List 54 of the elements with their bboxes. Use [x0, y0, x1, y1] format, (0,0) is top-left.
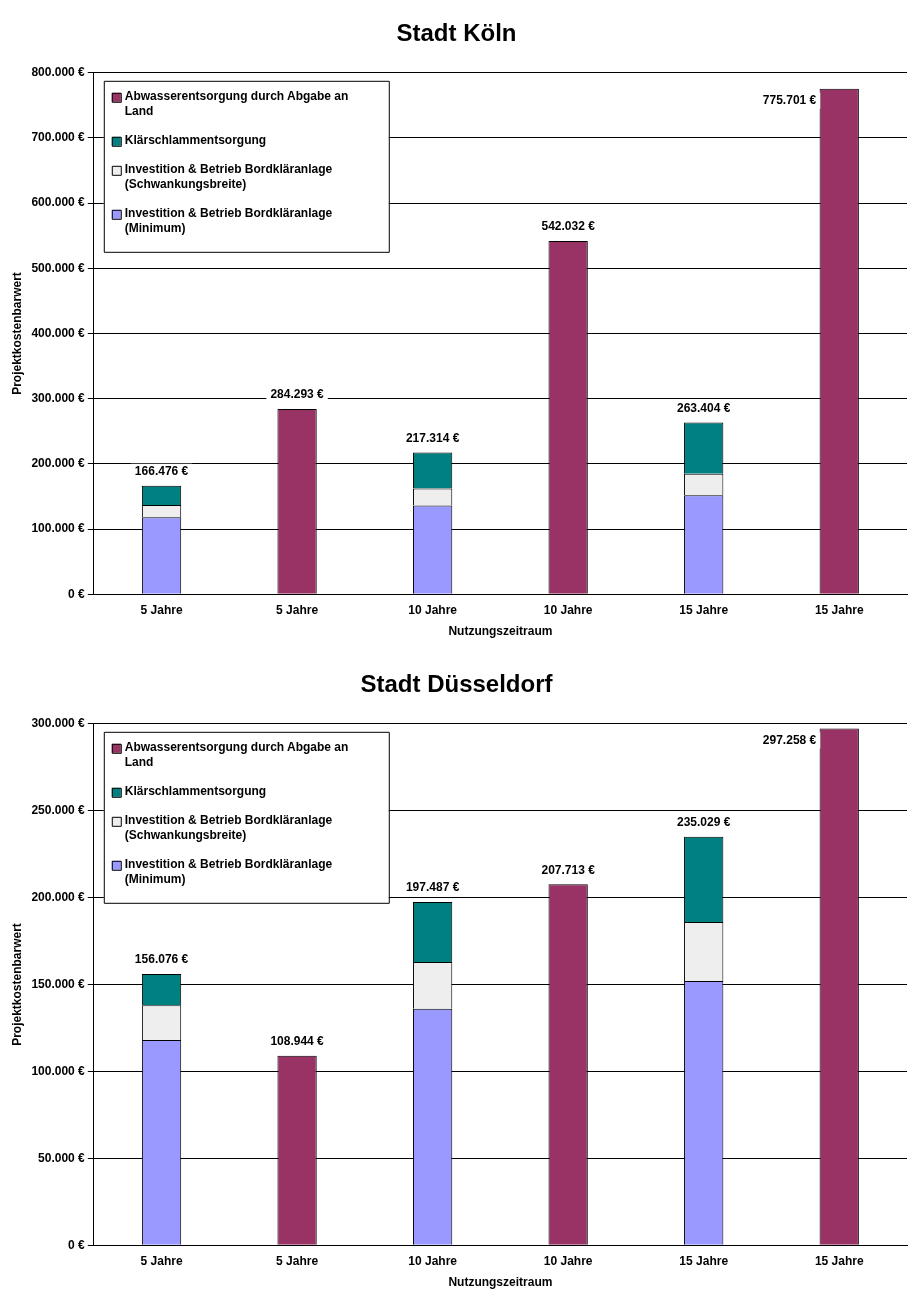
y-tick-label: 600.000 €: [31, 195, 86, 210]
y-tick-label: 800.000 €: [31, 65, 86, 80]
y-tick-label: 200.000 €: [31, 889, 86, 904]
y-tick-label: 150.000 €: [31, 976, 86, 991]
x-tick-label: 5 Jahre: [140, 1253, 183, 1268]
total-label: 217.314 €: [405, 430, 460, 445]
x-tick-label: 10 Jahre: [408, 1253, 458, 1268]
chart-title: Stadt Düsseldorf: [360, 670, 554, 698]
x-tick-label: 15 Jahre: [679, 1253, 729, 1268]
x-tick-label: 10 Jahre: [543, 1253, 593, 1268]
total-label: 235.029 €: [677, 815, 731, 830]
x-tick-label: 5 Jahre: [276, 1253, 319, 1268]
x-tick-label: 15 Jahre: [814, 1253, 864, 1268]
x-tick-label: 10 Jahre: [408, 602, 458, 617]
y-tick-label: 0 €: [68, 1237, 86, 1252]
y-tick-label: 250.000 €: [31, 803, 86, 818]
total-label: 297.258 €: [762, 732, 817, 747]
total-label: 108.944 €: [270, 1034, 325, 1049]
y-tick-label: 50.000 €: [38, 1150, 86, 1165]
y-tick-label: 0 €: [68, 586, 86, 601]
y-tick-label: 100.000 €: [31, 521, 86, 536]
total-label: 166.476 €: [134, 464, 189, 479]
total-label: 284.293 €: [270, 387, 325, 402]
total-label: 207.713 €: [541, 862, 596, 877]
legend-label: Abwasserentsorgung durch Abgabe an Land: [124, 89, 349, 119]
total-label: 197.487 €: [405, 880, 460, 895]
total-label: 542.032 €: [541, 219, 596, 234]
y-tick-label: 300.000 €: [31, 390, 86, 405]
x-tick-label: 10 Jahre: [543, 602, 593, 617]
y-tick-label: 100.000 €: [31, 1063, 86, 1078]
chart-title: Stadt Köln: [396, 19, 517, 47]
legend-label: Investition & Betrieb Bordkläranlage (Schwankungsbreite): [124, 813, 333, 843]
x-tick-label: 5 Jahre: [140, 602, 183, 617]
total-label: 156.076 €: [134, 952, 189, 967]
y-tick-label: 300.000 €: [31, 716, 86, 731]
legend-label: Klärschlammentsorgung: [124, 133, 267, 148]
y-axis-title: Projektkostenbarwert: [9, 923, 24, 1046]
legend-label: Klärschlammentsorgung: [124, 784, 267, 799]
x-tick-label: 15 Jahre: [679, 602, 729, 617]
legend-label: Investition & Betrieb Bordkläranlage (Minimum): [124, 857, 333, 887]
y-tick-label: 200.000 €: [31, 456, 86, 471]
legend-label: Investition & Betrieb Bordkläranlage (Schwankungsbreite): [124, 162, 333, 192]
x-axis-title: Nutzungszeitraum: [448, 624, 553, 639]
y-tick-label: 400.000 €: [31, 325, 86, 340]
x-tick-label: 15 Jahre: [814, 602, 864, 617]
total-label: 263.404 €: [677, 400, 731, 415]
legend-label: Investition & Betrieb Bordkläranlage (Minimum): [124, 206, 333, 236]
y-axis-title: Projektkostenbarwert: [9, 272, 24, 395]
total-label: 775.701 €: [762, 92, 817, 107]
y-tick-label: 500.000 €: [31, 260, 86, 275]
x-tick-label: 5 Jahre: [276, 602, 319, 617]
legend-label: Abwasserentsorgung durch Abgabe an Land: [124, 740, 349, 770]
y-tick-label: 700.000 €: [31, 130, 86, 145]
x-axis-title: Nutzungszeitraum: [448, 1275, 553, 1290]
